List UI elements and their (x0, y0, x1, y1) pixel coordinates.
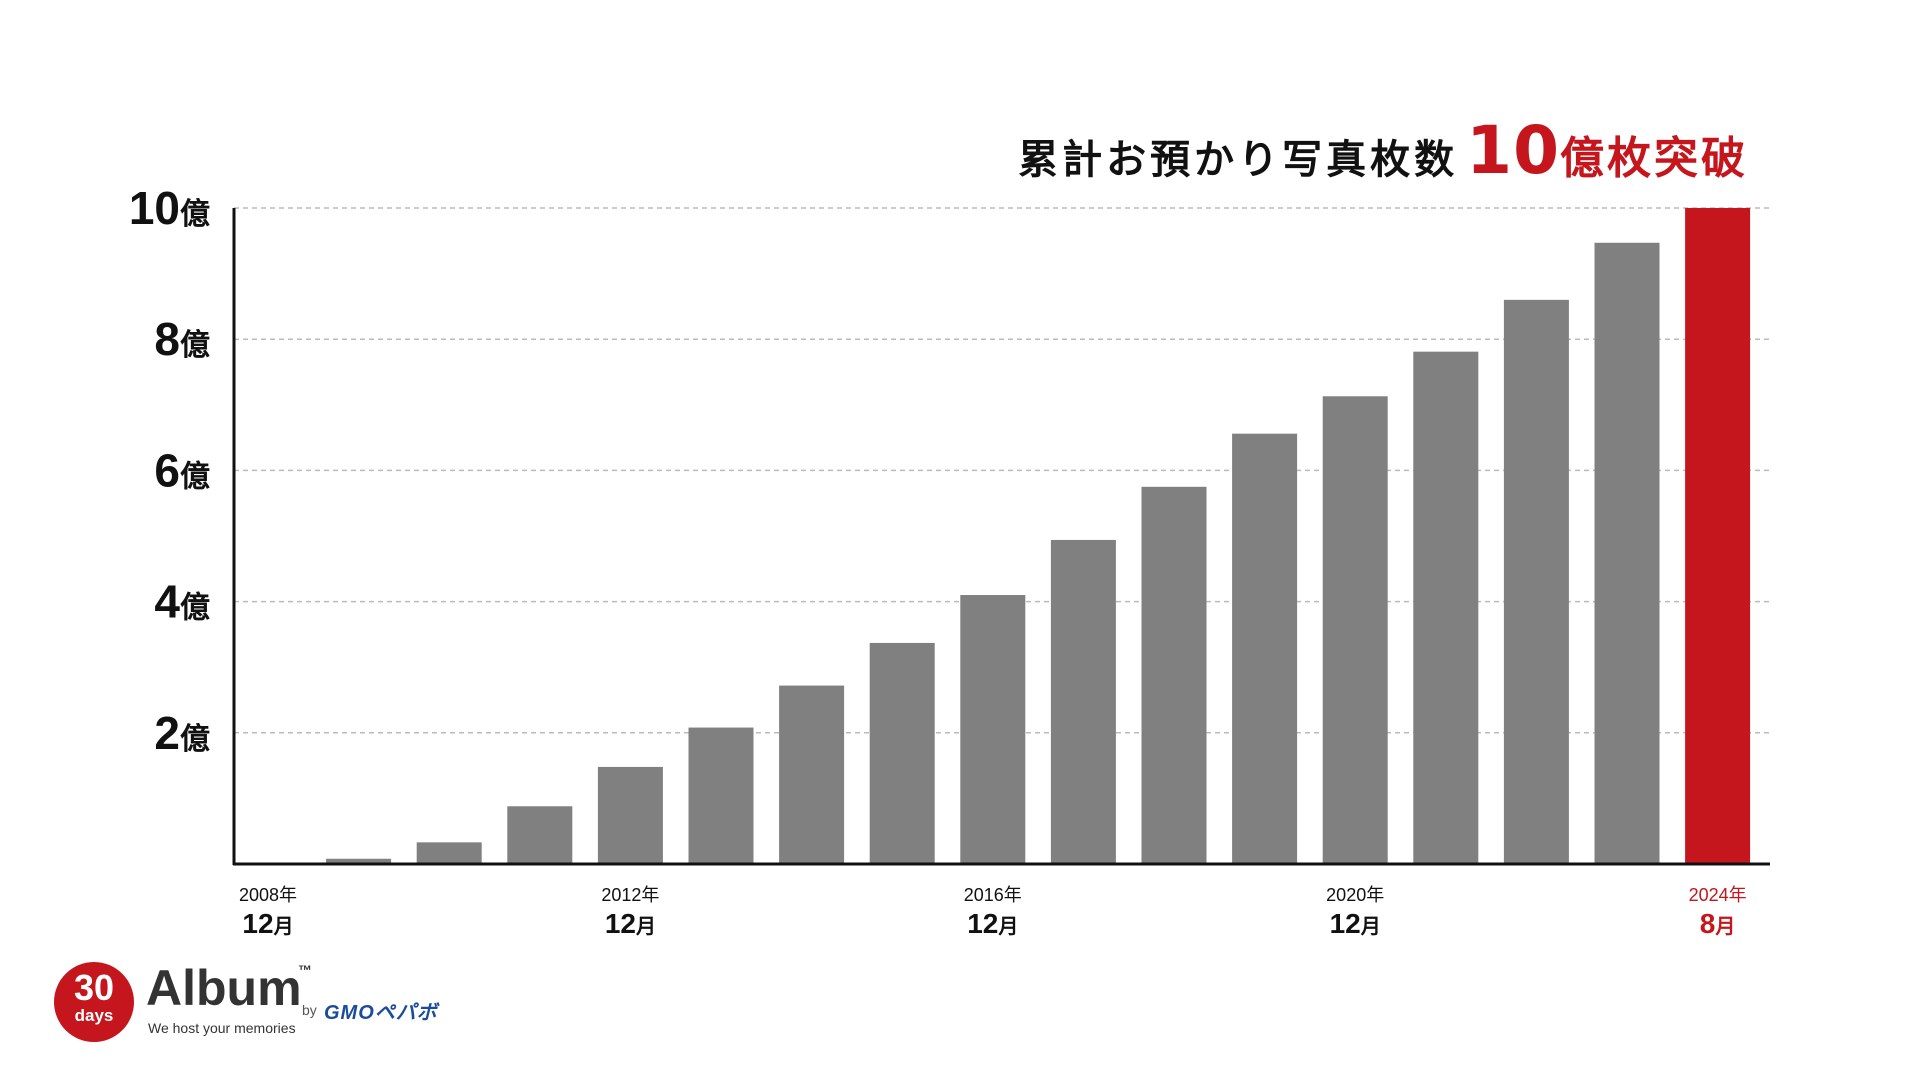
logo-by: by (302, 1002, 317, 1018)
y-tick-label: 4億 (154, 576, 210, 628)
y-tick-number: 2 (154, 707, 180, 759)
bar (1503, 299, 1569, 865)
logo-name: Album (146, 960, 302, 1016)
x-tick-month-unit: 月 (997, 916, 1018, 938)
y-tick-label: 6億 (154, 444, 210, 496)
x-tick-month-unit: 月 (1360, 916, 1381, 938)
x-tick-year: 2020年 (1326, 885, 1384, 905)
bar (1050, 539, 1116, 864)
logo-partner: GMOペパボ (324, 1002, 438, 1024)
chart-title-number: 10 (1466, 112, 1560, 189)
y-tick-unit: 億 (180, 460, 210, 493)
logo-badge-number: 30 (73, 967, 115, 1008)
y-tick-unit: 億 (180, 329, 210, 362)
bar (960, 595, 1026, 864)
chart-title-main: 累計お預かり写真枚数 (1018, 137, 1459, 183)
y-tick-number: 4 (154, 576, 180, 628)
logo-trademark: ™ (298, 962, 312, 978)
y-tick-unit: 億 (180, 592, 210, 625)
y-tick-unit: 億 (180, 198, 210, 231)
chart-title: 累計お預かり写真枚数 10 億枚突破 (1018, 112, 1748, 189)
x-tick-month-unit: 月 (1714, 916, 1735, 938)
bar (1685, 208, 1751, 864)
bar (1322, 396, 1388, 864)
bar (326, 858, 392, 864)
bar (1413, 351, 1479, 864)
x-tick-month: 12月 (967, 908, 1018, 939)
logo-badge-30days: 30 days (54, 962, 134, 1042)
x-tick-month-unit: 月 (273, 916, 294, 938)
y-tick-number: 8 (154, 313, 180, 365)
x-tick-year: 2008年 (239, 885, 297, 905)
logo-badge-text: days (74, 1006, 114, 1025)
bar (1141, 486, 1207, 864)
x-tick-year: 2024年 (1689, 885, 1747, 905)
bar (1232, 433, 1298, 864)
x-tick-month-number: 12 (605, 908, 636, 939)
x-tick-year: 2012年 (601, 885, 659, 905)
x-tick-month: 12月 (605, 908, 656, 939)
bar (507, 806, 573, 864)
y-tick-unit: 億 (180, 723, 210, 756)
x-tick-month-number: 8 (1700, 908, 1716, 939)
x-tick-month-number: 12 (967, 908, 998, 939)
x-tick-year: 2016年 (964, 885, 1022, 905)
bar (416, 842, 482, 864)
y-tick-number: 10 (129, 182, 180, 234)
bar (688, 727, 754, 864)
album-logo: 30 days Album ™ We host your memories by… (54, 960, 494, 1042)
x-tick-month: 8月 (1700, 908, 1736, 939)
x-tick-month-unit: 月 (635, 916, 656, 938)
x-tick-month-number: 12 (1330, 908, 1361, 939)
x-tick-month: 12月 (242, 908, 293, 939)
y-tick-label: 10億 (129, 182, 210, 234)
bar (779, 685, 845, 864)
bar (1594, 242, 1660, 864)
y-tick-label: 2億 (154, 707, 210, 759)
bar (597, 766, 663, 864)
logo-tagline: We host your memories (148, 1020, 296, 1036)
y-tick-number: 6 (154, 444, 180, 496)
x-tick-month: 12月 (1330, 908, 1381, 939)
y-tick-label: 8億 (154, 313, 210, 365)
x-tick-month-number: 12 (242, 908, 273, 939)
bar (869, 642, 935, 864)
chart-title-tail: 億枚突破 (1560, 133, 1748, 184)
